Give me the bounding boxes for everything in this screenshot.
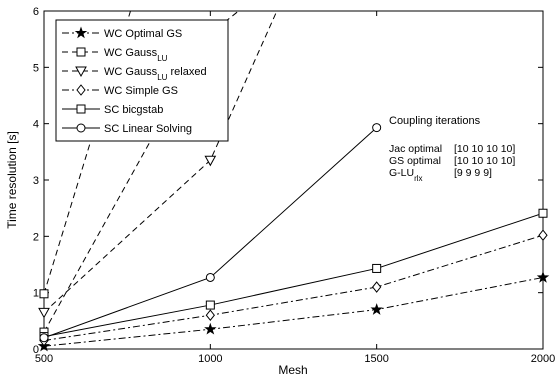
data-point: [205, 272, 215, 282]
data-point: [39, 289, 49, 299]
series-wc-simple-gs: [39, 229, 548, 347]
data-point: [372, 123, 382, 133]
y-tick-label: 0: [33, 344, 39, 356]
annotation-row-value: [10 10 10 10]: [454, 155, 515, 167]
legend-label: SC Linear Solving: [104, 123, 192, 135]
legend: WC Optimal GS WC GaussLU WC GaussLU relaxe…: [55, 19, 229, 142]
y-tick-label: 5: [33, 62, 39, 74]
y-tick-label: 4: [33, 119, 39, 131]
data-point: [205, 309, 215, 322]
data-point: [38, 307, 50, 319]
series-layer: [37, 11, 550, 352]
series-wc-gauss-lu-relaxed: [38, 11, 278, 319]
legend-item-wc-gauss-lu-relaxed: WC GaussLU relaxed: [62, 66, 207, 82]
legend-label: WC GaussLU relaxed: [104, 66, 207, 82]
legend-marker: [76, 84, 86, 96]
series-outlier-segment: [39, 11, 131, 299]
series-line: [44, 234, 543, 342]
x-tick-label: 500: [35, 353, 53, 365]
legend-marker: [76, 47, 86, 57]
legend-box: [55, 19, 229, 142]
x-tick-label: 1500: [364, 353, 388, 365]
x-tick-label: 2000: [531, 353, 555, 365]
legend-marker: [76, 123, 86, 133]
data-point: [538, 229, 548, 242]
annotation-title: Coupling iterations: [389, 115, 481, 127]
legend-label: WC Simple GS: [104, 85, 178, 97]
data-point: [205, 300, 215, 310]
y-tick-label: 3: [33, 175, 39, 187]
axis-ticks: 500 1000 1500 2000 0 1 2 3 4 5 6: [33, 6, 555, 365]
data-point: [372, 263, 382, 273]
data-point: [536, 271, 550, 283]
y-tick-label: 2: [33, 231, 39, 243]
legend-marker: [75, 66, 87, 78]
annotation-row-value: [9 9 9 9]: [454, 167, 492, 179]
data-point: [204, 322, 217, 335]
legend-label: WC GaussLU: [104, 47, 168, 63]
series-sc-linear-solving: [39, 123, 382, 343]
legend-item-wc-simple-gs: WC Simple GS: [62, 84, 178, 97]
legend-label: WC Optimal GS: [104, 28, 182, 40]
legend-label: SC bicgstab: [104, 104, 163, 116]
data-point: [204, 155, 217, 167]
legend-item-wc-gauss-lu: WC GaussLU: [62, 47, 168, 63]
y-tick-label: 6: [33, 6, 39, 18]
legend-item-wc-optimal-gs: WC Optimal GS: [62, 26, 182, 40]
legend-marker: [76, 104, 86, 114]
legend-marker: [74, 26, 88, 39]
y-tick-label: 1: [33, 288, 39, 300]
x-axis-label: Mesh: [278, 363, 307, 377]
series-line: [44, 276, 543, 347]
annotation-row-value: [10 10 10 10]: [454, 143, 515, 155]
legend-items: WC Optimal GS WC GaussLU WC GaussLU relaxe…: [62, 26, 207, 135]
data-point: [372, 281, 382, 293]
legend-item-sc-bicgstab: SC bicgstab: [62, 104, 163, 116]
y-axis-label: Time resolution [s]: [5, 131, 19, 229]
data-point: [538, 208, 548, 218]
annotation-row-label: GS optimal: [389, 155, 441, 167]
legend-item-sc-linear-solving: SC Linear Solving: [62, 123, 192, 135]
x-tick-label: 1000: [198, 353, 222, 365]
series-wc-optimal-gs: [37, 271, 550, 352]
data-point: [370, 303, 383, 315]
annotation-row-label: Jac optimal: [389, 143, 442, 155]
series-line: [44, 212, 543, 338]
data-point: [39, 333, 49, 343]
